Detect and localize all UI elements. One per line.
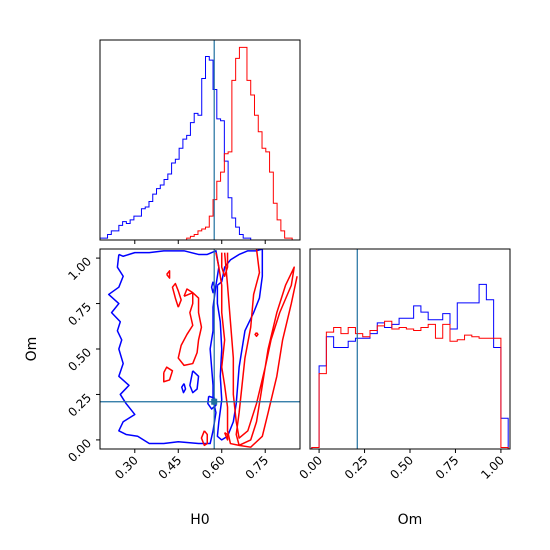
joint-x-axis-label: H0 [190,512,209,528]
joint-x-tick-label-0: 0.30 [112,453,141,482]
joint-series-2-contour-3 [220,252,229,278]
joint-series-2-contour-5 [171,282,182,308]
h0-marginal-series-2-step [100,46,300,241]
joint-x-tick-label-2: 0.60 [199,453,228,482]
joint-series-2-contour-7 [200,430,208,447]
joint-y-tick-label-1: 0.25 [65,391,94,420]
joint-series-2-contour-9 [223,432,229,441]
h0-marginal-series [99,40,300,241]
joint-truth-marker [211,398,218,405]
om-x-tick-label-4: 1.00 [478,453,507,482]
joint-contour-panel: 0.30 0.45 0.60 0.750.000.250.500.751.00 H0 … [24,248,301,528]
h0-marginal-panel [99,39,301,244]
om-marginal-frame [309,248,511,450]
om-marginal-panel: 0.00 0.25 0.50 0.75 1.00 Om [296,248,511,528]
joint-x-tick-label-3: 0.75 [243,453,272,482]
joint-series-1-contour-5 [180,383,187,394]
joint-y-tick-label-4: 1.00 [65,254,94,283]
joint-y-tick-label-0: 0.00 [65,436,94,465]
om-marginal-series-2-step [311,320,509,449]
om-marginal-series [311,249,509,449]
h0-marginal-series-1-step [99,56,300,241]
joint-contour-clipped [107,249,298,448]
om-marginal-ticks: 0.00 0.25 0.50 0.75 1.00 [296,449,507,482]
joint-y-tick-label-3: 0.75 [65,300,94,329]
joint-series-2-contour-2 [235,249,298,448]
joint-y-tick-label-2: 0.50 [65,345,94,374]
joint-contour-series [100,249,300,449]
joint-series-2-contour-10 [254,332,259,338]
h0-marginal-ticks [134,240,266,244]
joint-series-1-contour-1 [107,250,220,445]
h0-marginal-frame [99,39,301,241]
joint-series-2-contour-4 [177,288,203,367]
om-x-axis-label: Om [398,512,423,528]
joint-series-1-contour-2 [216,249,264,441]
joint-y-axis-label: Om [24,337,40,362]
joint-x-tick-label-1: 0.45 [156,453,185,482]
om-x-tick-label-0: 0.00 [296,453,325,482]
joint-contour-frame [99,248,301,450]
om-marginal-series-1-step [311,283,509,449]
joint-series-2-contour-8 [166,270,171,279]
joint-series-1-contour-4 [189,370,200,394]
om-x-tick-label-2: 0.50 [387,453,416,482]
om-x-tick-label-1: 0.25 [342,453,371,482]
joint-series-2-contour-1 [215,252,295,447]
om-x-tick-label-3: 0.75 [433,453,462,482]
joint-series-2-contour-6 [163,366,174,383]
